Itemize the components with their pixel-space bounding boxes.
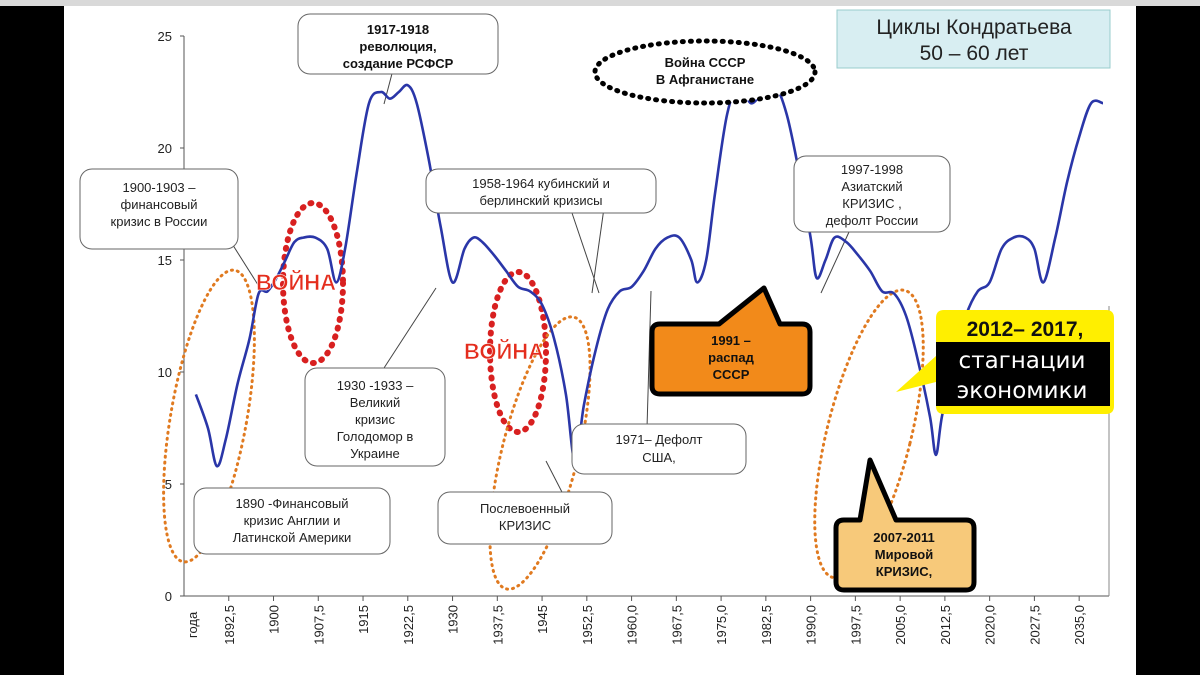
callout-ussr-collapse: 1991 – распад СССР — [649, 285, 813, 397]
callout-asia-line-2: Азиатский — [841, 179, 902, 194]
chart-title: Циклы Кондратьева — [876, 16, 1072, 39]
title-box: Циклы Кондратьева 50 – 60 лет — [836, 9, 1111, 69]
x-tick-label: 1982,5 — [759, 605, 774, 645]
callout-usa-line-1: 1971– Дефолт — [616, 432, 703, 447]
callout-asia-line-4: дефолт России — [826, 213, 918, 228]
callout-revolution-line-3: создание РСФСР — [343, 56, 454, 71]
callout-usa-default: 1971– Дефолт США, — [571, 423, 747, 475]
callout-great-line-4: Голодомор в — [337, 429, 414, 444]
x-tick-label: 2027,5 — [1027, 605, 1042, 645]
x-tick-label: 1892,5 — [222, 605, 237, 645]
pointer-5 — [591, 207, 605, 294]
kondratiev-chart: Циклы Кондратьева 50 – 60 лет 0 5 10 15 20 25… — [79, 9, 1114, 645]
x-tick-label: 1997,5 — [848, 605, 863, 645]
pointer-3 — [383, 287, 437, 369]
callout-postwar-line-2: КРИЗИС — [499, 518, 551, 533]
callout-great-depression: 1930 -1933 – Великий кризис Голодомор в … — [304, 367, 446, 467]
callout-usa-line-2: США, — [642, 450, 676, 465]
callout-fin-1900-line-1: 1900-1903 – — [122, 180, 196, 195]
x-tick-label: 1952,5 — [580, 605, 595, 645]
callout-fin-1900-line-2: финансовый — [121, 197, 198, 212]
war-label-1: ВОЙНА — [256, 270, 336, 295]
x-tick-label: 1937,5 — [490, 605, 505, 645]
pointer-4 — [571, 212, 600, 294]
x-tick-label: 1915 — [356, 605, 371, 634]
callout-fin-1890: 1890 -Финансовый кризис Англии и Латинск… — [193, 487, 391, 555]
x-tick-label: 1990,0 — [804, 605, 819, 645]
callout-fin-1900-line-3: кризис в России — [111, 214, 208, 229]
x-tick-label: 1945 — [535, 605, 550, 634]
callout-ussr-line-2: распад — [708, 350, 754, 365]
callout-stagnation: 2012– 2017, стагнации экономики — [896, 310, 1114, 414]
y-tick-label: 0 — [165, 589, 172, 604]
series-line — [194, 83, 1104, 468]
callout-postwar-line-1: Послевоенный — [480, 501, 570, 516]
orange-ellipse-3 — [813, 288, 925, 580]
callout-ussr-line-3: СССР — [713, 367, 750, 382]
x-tick-label: 1922,5 — [401, 605, 416, 645]
callout-asian-crisis: 1997-1998 Азиатский КРИЗИС , дефолт Росс… — [793, 155, 951, 233]
x-tick-label: 1907,5 — [311, 605, 326, 645]
callout-great-line-3: кризис — [355, 412, 395, 427]
callout-postwar: Послевоенный КРИЗИС — [437, 491, 613, 545]
y-tick-label: 5 — [165, 477, 172, 492]
callout-fin-1890-line-3: Латинской Америки — [233, 530, 352, 545]
callout-afghanistan: Война СССР В Афганистане — [592, 38, 818, 106]
callout-stag-line-3: экономики — [957, 378, 1088, 404]
callout-cuban-line-2: берлинский кризисы — [480, 193, 603, 208]
x-tick-label: 2020,0 — [983, 605, 998, 645]
callout-asia-line-3: КРИЗИС , — [842, 196, 901, 211]
x-axis-label: года — [185, 611, 200, 638]
callout-world-line-3: КРИЗИС, — [876, 564, 932, 579]
pointer-6 — [646, 290, 652, 429]
callout-revolution-line-2: революция, — [359, 39, 436, 54]
callout-fin-1890-line-2: кризис Англии и — [244, 513, 341, 528]
orange-ellipse-1 — [162, 268, 256, 564]
x-tick-label: 1900 — [267, 605, 282, 634]
callout-afgh-line-1: Война СССР — [665, 55, 746, 70]
x-tick-label: 1975,0 — [714, 605, 729, 645]
callout-afgh-line-2: В Афганистане — [656, 72, 754, 87]
y-tick-label: 10 — [158, 365, 172, 380]
pointer-7 — [545, 460, 565, 497]
x-ticks: 1892,5 1900 1907,5 1915 1922,5 1930 1937,5 1945… — [222, 596, 1087, 645]
callout-world-line-2: Мировой — [875, 547, 933, 562]
war-label-2: ВОЙНА — [464, 339, 544, 364]
slide: Циклы Кондратьева 50 – 60 лет 0 5 10 15 20 25… — [64, 6, 1136, 675]
callout-world-line-1: 2007-2011 — [873, 530, 934, 545]
x-tick-label: 2035,0 — [1072, 605, 1087, 645]
chart-subtitle: 50 – 60 лет — [920, 42, 1029, 65]
y-tick-label: 15 — [158, 253, 172, 268]
x-tick-label: 2012,5 — [938, 605, 953, 645]
callout-cuban-line-1: 1958-1964 кубинский и — [472, 176, 610, 191]
top-bar — [0, 0, 1200, 6]
x-tick-label: 1960,0 — [625, 605, 640, 645]
pointer-lines — [223, 65, 850, 497]
x-tick-label: 1967,5 — [669, 605, 684, 645]
y-tick-label: 25 — [158, 29, 172, 44]
war-ellipse-2 — [487, 269, 549, 435]
callout-great-line-5: Украине — [350, 446, 400, 461]
callout-great-line-1: 1930 -1933 – — [337, 378, 414, 393]
callout-cuban: 1958-1964 кубинский и берлинский кризисы — [425, 168, 657, 214]
x-tick-label: 1930 — [446, 605, 461, 634]
callout-stag-line-1: 2012– 2017, — [967, 318, 1084, 341]
y-tick-label: 20 — [158, 141, 172, 156]
pointer-8 — [820, 231, 850, 294]
callout-great-line-2: Великий — [350, 395, 401, 410]
callout-fin-1900: 1900-1903 – финансовый кризис в России — [79, 168, 239, 250]
x-tick-label: 2005,0 — [893, 605, 908, 645]
callout-world-crisis: 2007-2011 Мировой КРИЗИС, — [833, 457, 977, 593]
callout-fin-1890-line-1: 1890 -Финансовый — [236, 496, 349, 511]
y-ticks: 0 5 10 15 20 25 — [158, 29, 184, 604]
callout-revolution: 1917-1918 революция, создание РСФСР — [297, 13, 499, 75]
callout-revolution-line-1: 1917-1918 — [367, 22, 429, 37]
war-ellipse-1 — [280, 200, 346, 366]
callout-ussr-line-1: 1991 – — [711, 333, 751, 348]
callout-asia-line-1: 1997-1998 — [841, 162, 903, 177]
callout-stag-line-2: стагнации — [959, 348, 1086, 374]
